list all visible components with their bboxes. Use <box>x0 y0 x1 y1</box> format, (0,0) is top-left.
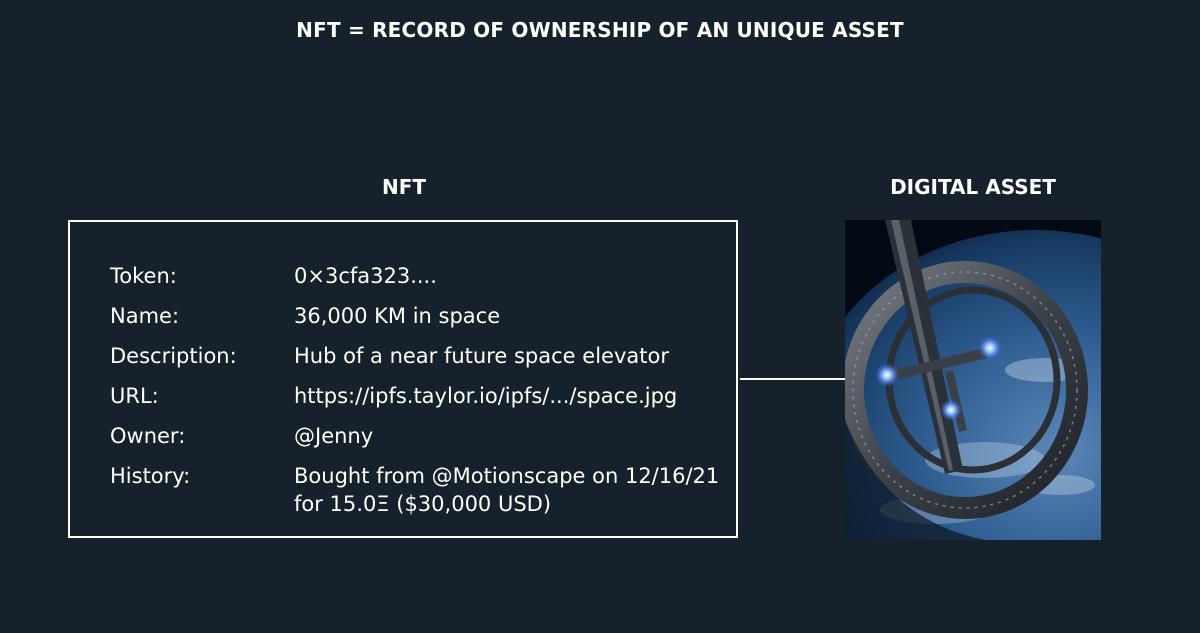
record-row-owner: Owner: @Jenny <box>110 422 724 450</box>
connector-line <box>740 378 845 380</box>
record-key: URL: <box>110 384 159 408</box>
record-key: History: <box>110 464 191 488</box>
nft-record-list: Token: 0×3cfa323.... Name: 36,000 KM in … <box>110 262 724 530</box>
page-title: NFT = RECORD OF OWNERSHIP OF AN UNIQUE A… <box>296 18 904 42</box>
record-row-description: Description: Hub of a near future space … <box>110 342 724 370</box>
record-value: Bought from @Motionscape on 12/16/21 for… <box>294 464 720 516</box>
record-row-token: Token: 0×3cfa323.... <box>110 262 724 290</box>
digital-asset-section-label: DIGITAL ASSET <box>890 175 1056 199</box>
record-value: 36,000 KM in space <box>294 304 501 328</box>
record-key: Name: <box>110 304 180 328</box>
record-value: @Jenny <box>294 424 374 448</box>
record-row-url: URL: https://ipfs.taylor.io/ipfs/.../spa… <box>110 382 724 410</box>
digital-asset-image <box>845 220 1101 540</box>
record-value: Hub of a near future space elevator <box>294 344 669 368</box>
record-value: https://ipfs.taylor.io/ipfs/.../space.jp… <box>294 384 678 408</box>
record-row-name: Name: 36,000 KM in space <box>110 302 724 330</box>
record-key: Description: <box>110 344 237 368</box>
record-row-history: History: Bought from @Motionscape on 12/… <box>110 462 724 518</box>
nft-section-label: NFT <box>381 175 427 199</box>
record-value: 0×3cfa323.... <box>294 264 437 288</box>
record-key: Token: <box>110 264 177 288</box>
record-key: Owner: <box>110 424 186 448</box>
nft-record-box: Token: 0×3cfa323.... Name: 36,000 KM in … <box>68 220 738 538</box>
